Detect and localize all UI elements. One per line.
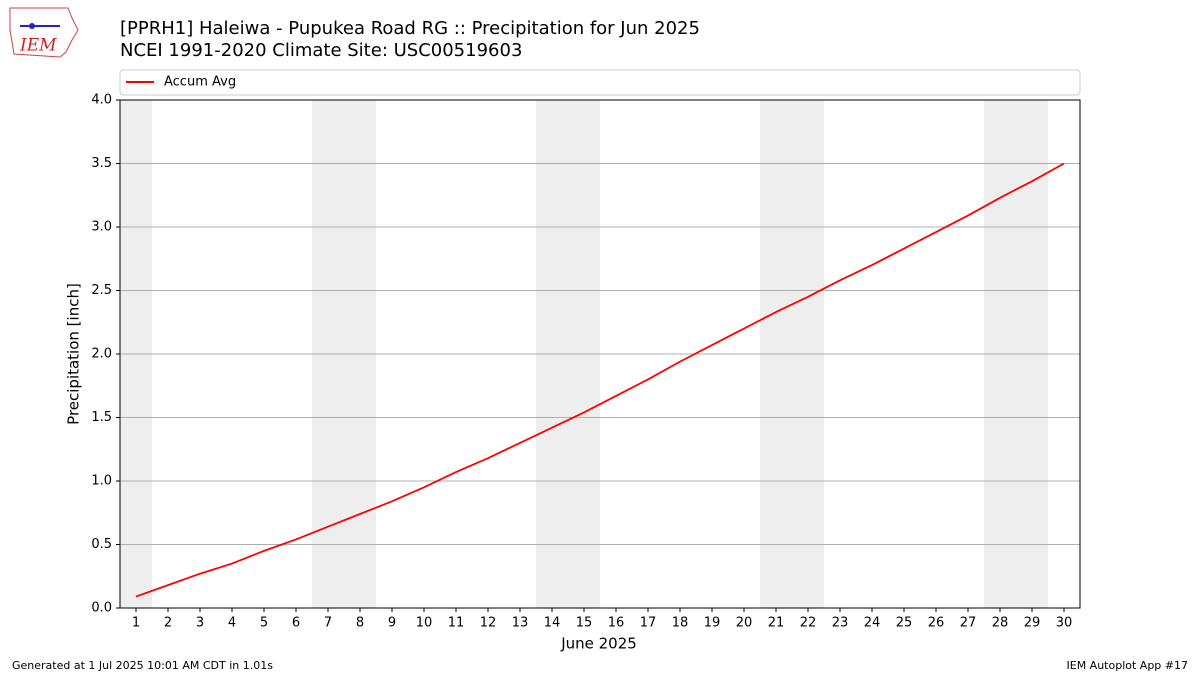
x-tick-label: 27 [960,616,977,631]
x-tick-label: 1 [132,616,140,631]
logo-text: IEM [19,36,57,56]
x-tick-label: 24 [864,616,881,631]
x-tick-label: 6 [292,616,300,631]
x-tick-label: 16 [608,616,625,631]
legend-label: Accum Avg [164,75,236,90]
x-tick-label: 22 [800,616,817,631]
x-tick-label: 7 [324,616,332,631]
chart-subtitle: NCEI 1991-2020 Climate Site: USC00519603 [120,40,522,61]
logo-outline [9,7,79,58]
data-line [135,162,1065,598]
x-tick-label: 5 [260,616,268,631]
x-tick-label: 19 [704,616,721,631]
x-tick-label: 14 [544,616,561,631]
x-tick-label: 21 [768,616,785,631]
legend-box [119,69,1081,96]
y-tick-label: 3.5 [91,156,112,171]
x-tick-label: 25 [896,616,913,631]
x-tick-label: 28 [992,616,1009,631]
y-tick-label: 3.0 [91,220,112,235]
y-tick-label: 0.5 [91,537,112,552]
y-tick-label: 2.0 [91,347,112,362]
y-tick-label: 1.5 [91,410,112,425]
y-tick-label: 2.5 [91,283,112,298]
x-tick-label: 2 [164,616,172,631]
footer-right: IEM Autoplot App #17 [1067,659,1189,672]
x-tick-label: 20 [736,616,753,631]
y-axis-label: Precipitation [inch] [65,283,83,425]
footer-left: Generated at 1 Jul 2025 10:01 AM CDT in … [12,659,273,672]
x-tick-label: 30 [1056,616,1073,631]
plot-frame [119,99,1081,609]
x-tick-label: 9 [388,616,396,631]
logo-dot [29,23,35,29]
y-tick-label: 4.0 [91,93,112,108]
logo: IEM [9,7,79,58]
x-tick-label: 15 [576,616,593,631]
x-tick-label: 29 [1024,616,1041,631]
x-tick-label: 11 [448,616,465,631]
x-tick-label: 13 [512,616,529,631]
y-tick-label: 0.0 [91,601,112,616]
x-tick-label: 8 [356,616,364,631]
y-tick-label: 1.0 [91,474,112,489]
x-axis-label: June 2025 [560,635,637,653]
chart-title: [PPRH1] Haleiwa - Pupukea Road RG :: Pre… [120,18,700,39]
x-tick-label: 18 [672,616,689,631]
x-tick-label: 12 [480,616,497,631]
x-tick-label: 4 [228,616,236,631]
x-tick-label: 3 [196,616,204,631]
x-tick-label: 17 [640,616,657,631]
x-tick-label: 23 [832,616,849,631]
x-tick-label: 10 [416,616,433,631]
x-tick-label: 26 [928,616,945,631]
